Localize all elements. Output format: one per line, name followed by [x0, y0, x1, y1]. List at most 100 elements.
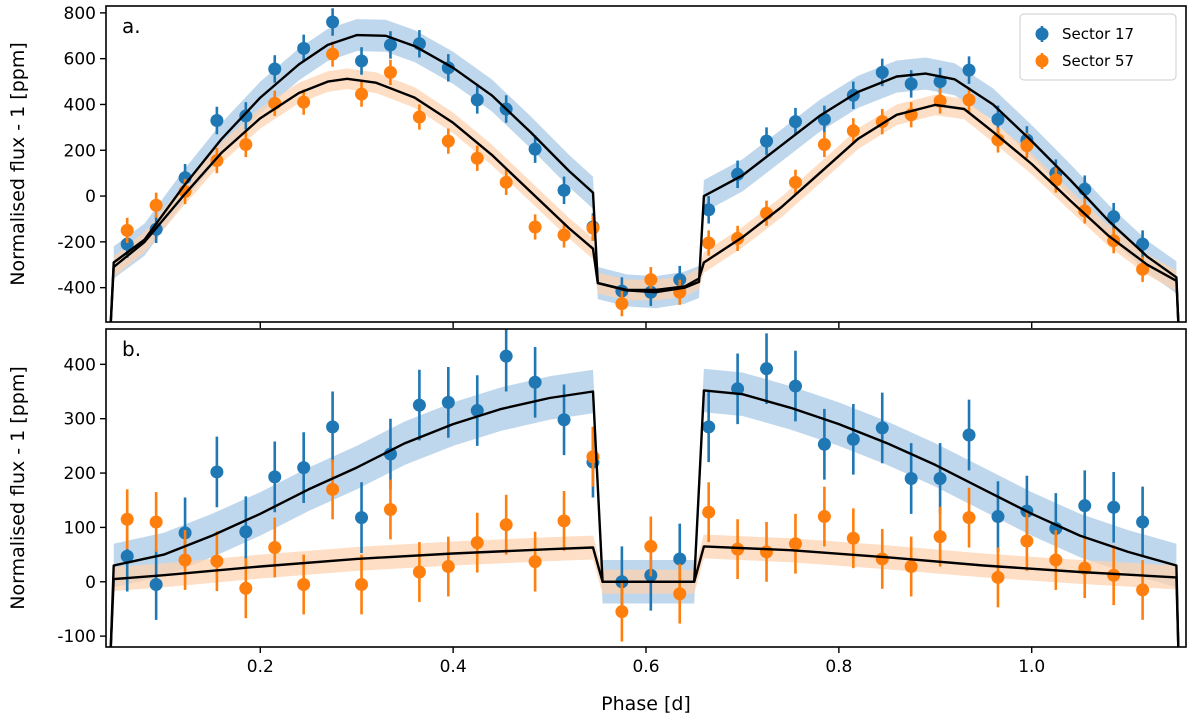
- model-curve-sector-57: [109, 545, 1180, 647]
- data-point-sector-57: [326, 47, 340, 61]
- x-tick-label: 0.8: [825, 657, 852, 677]
- data-point-sector-57: [933, 530, 947, 544]
- data-point-sector-57: [875, 552, 889, 566]
- data-point-sector-57: [149, 198, 163, 212]
- data-point-sector-17: [149, 577, 163, 591]
- data-point-sector-57: [268, 541, 282, 555]
- data-point-sector-17: [731, 382, 745, 396]
- data-point-sector-17: [297, 461, 311, 475]
- panel-b: 0.2 0.4 0.6 0.8 1.0 -100 0 100 200 300 400 Normalis…: [7, 328, 1187, 715]
- data-point-sector-17: [904, 471, 918, 485]
- y-tick-label: -400: [57, 279, 96, 299]
- data-point-sector-57: [586, 221, 600, 235]
- data-point-sector-17: [702, 420, 716, 434]
- plot-area: [109, 8, 1180, 322]
- legend: Sector 17 Sector 57: [1019, 13, 1177, 81]
- data-point-sector-57: [239, 581, 253, 595]
- data-point-sector-57: [702, 505, 716, 519]
- data-point-sector-17: [383, 38, 397, 52]
- data-point-sector-57: [557, 514, 571, 528]
- data-point-sector-17: [297, 41, 311, 55]
- data-point-sector-57: [355, 577, 369, 591]
- data-point-sector-57: [846, 531, 860, 545]
- x-tick-label: 0.4: [440, 657, 467, 677]
- x-tick-label: 1.0: [1018, 657, 1045, 677]
- data-point-sector-17: [760, 362, 774, 376]
- legend-box: [1019, 13, 1177, 81]
- data-point-sector-57: [1020, 139, 1034, 153]
- y-axis-label: Normalised flux - 1 [ppm]: [7, 42, 29, 285]
- data-point-sector-57: [178, 553, 192, 567]
- data-point-sector-17: [326, 420, 340, 434]
- data-point-sector-57: [846, 124, 860, 138]
- data-point-sector-57: [120, 223, 134, 237]
- data-point-sector-17: [499, 349, 513, 363]
- data-point-sector-17: [557, 183, 571, 197]
- data-point-sector-17: [1107, 210, 1121, 224]
- data-point-sector-57: [149, 515, 163, 529]
- panel-a: -400 -200 0 200 400 600 800 Normalised flux - 1…: [7, 4, 1187, 328]
- x-tick-label: 0.2: [247, 657, 274, 677]
- panel-label: a.: [122, 14, 141, 38]
- y-tick-label: 400: [64, 355, 96, 375]
- y-tick-label: -200: [57, 233, 96, 253]
- data-point-sector-57: [962, 511, 976, 525]
- data-point-sector-57: [470, 536, 484, 550]
- data-point-sector-17: [1107, 500, 1121, 514]
- data-point-sector-57: [210, 154, 224, 168]
- data-point-sector-17: [528, 375, 542, 389]
- data-point-sector-17: [470, 93, 484, 107]
- data-point-sector-17: [239, 525, 253, 539]
- data-point-sector-17: [210, 113, 224, 127]
- data-point-sector-57: [817, 138, 831, 152]
- data-point-sector-17: [412, 398, 426, 412]
- data-point-sector-57: [788, 537, 802, 551]
- data-point-sector-57: [383, 502, 397, 516]
- data-point-sector-57: [120, 512, 134, 526]
- data-point-sector-17: [383, 447, 397, 461]
- data-point-sector-57: [441, 560, 455, 574]
- data-point-sector-57: [615, 605, 629, 619]
- y-tick-label: 400: [64, 95, 96, 115]
- data-point-sector-57: [355, 87, 369, 101]
- y-tick-label: 100: [64, 518, 96, 538]
- data-point-sector-17: [441, 395, 455, 409]
- data-point-sector-57: [962, 93, 976, 107]
- data-point-sector-17: [933, 75, 947, 89]
- data-point-sector-17: [239, 109, 253, 123]
- data-point-sector-17: [962, 63, 976, 77]
- data-point-sector-57: [412, 565, 426, 579]
- data-point-sector-17: [991, 112, 1005, 126]
- y-tick-label: -100: [57, 627, 96, 647]
- data-point-sector-57: [441, 134, 455, 148]
- model-curve-sector-17: [109, 33, 1180, 322]
- data-point-sector-57: [326, 482, 340, 496]
- plot-area: [109, 329, 1180, 647]
- data-point-sector-57: [788, 175, 802, 189]
- data-point-sector-57: [528, 220, 542, 234]
- confidence-band-sector-17: [113, 368, 1177, 604]
- data-point-sector-57: [383, 65, 397, 79]
- x-tick-label: 0.6: [632, 657, 659, 677]
- confidence-band-sector-17: [113, 19, 1177, 309]
- data-point-sector-17: [528, 142, 542, 156]
- data-point-sector-17: [991, 510, 1005, 524]
- y-tick-label: 200: [64, 464, 96, 484]
- data-point-sector-17: [1136, 515, 1150, 529]
- data-point-sector-17: [557, 413, 571, 427]
- data-point-sector-57: [470, 151, 484, 165]
- y-tick-label: 0: [85, 573, 96, 593]
- y-tick-label: 300: [64, 410, 96, 430]
- data-point-sector-17: [268, 62, 282, 76]
- data-point-sector-57: [297, 95, 311, 109]
- legend-label: Sector 17: [1062, 25, 1134, 43]
- data-point-sector-57: [528, 555, 542, 569]
- data-point-sector-57: [239, 138, 253, 152]
- data-point-sector-57: [615, 297, 629, 311]
- data-point-sector-17: [933, 471, 947, 485]
- data-point-sector-17: [355, 511, 369, 525]
- panel-label: b.: [122, 337, 141, 361]
- y-tick-label: 0: [85, 187, 96, 207]
- data-point-sector-57: [644, 539, 658, 553]
